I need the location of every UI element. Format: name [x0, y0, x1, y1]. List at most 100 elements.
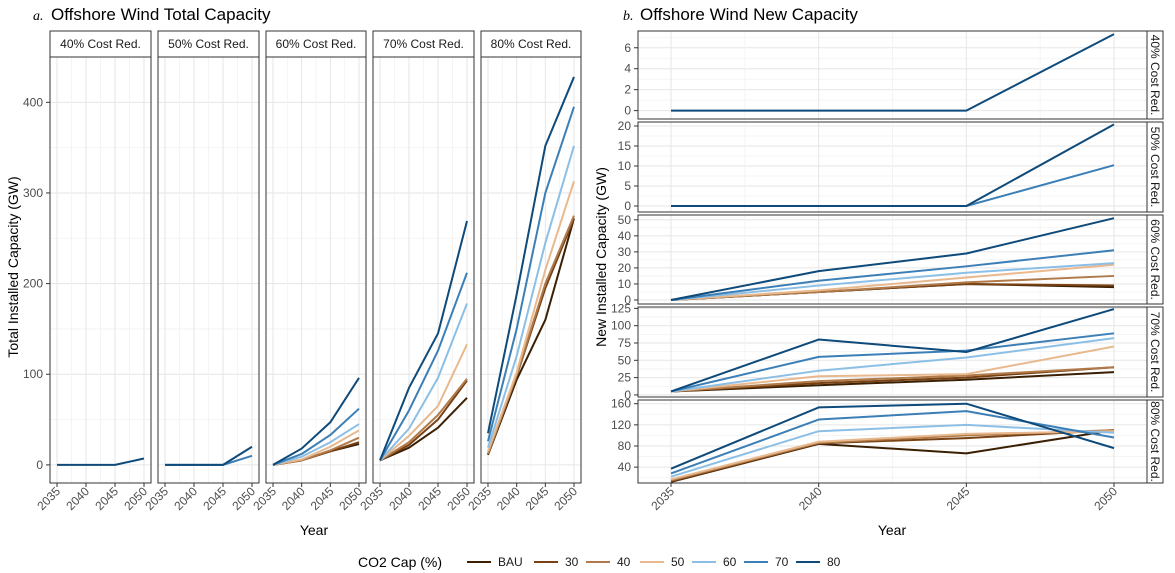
x-tick-label: 2040: [386, 484, 415, 513]
facet-frame: [372, 56, 475, 484]
panel-b-label: b.: [623, 9, 634, 24]
series-line-50: [272, 429, 360, 466]
series-line-80: [57, 457, 145, 466]
panel-a-xlabel: Year: [300, 522, 329, 538]
y-tick-label: 0: [624, 293, 631, 307]
series-line-70: [670, 332, 1115, 393]
legend-title: CO2 Cap (%): [358, 554, 442, 570]
series-line-30: [670, 366, 1115, 393]
series-line-50: [670, 263, 1115, 301]
x-tick-label: 2040: [171, 484, 200, 513]
x-tick-label: 2045: [415, 484, 444, 513]
facet-frame: [157, 56, 260, 484]
panel-b-ylabel: New Installed Capacity (GW): [593, 167, 609, 347]
x-tick-label: 2035: [357, 484, 386, 513]
series-line-40: [379, 378, 468, 462]
series-line-70: [670, 410, 1115, 475]
facet-label: 80% Cost Red.: [1148, 401, 1162, 482]
facet-label: 60% Cost Red.: [276, 37, 357, 51]
y-tick-label: 50: [618, 213, 632, 227]
legend-label-70: 70: [775, 555, 789, 569]
x-tick-label: 2045: [200, 484, 229, 513]
x-tick-label: 2050: [551, 484, 580, 513]
x-tick-label: 2035: [34, 484, 63, 513]
facet-strip: [1146, 30, 1164, 120]
y-tick-label: 6: [624, 41, 631, 55]
x-tick-label: 2035: [142, 484, 171, 513]
series-line-70: [379, 272, 468, 461]
series-line-80: [671, 33, 1115, 112]
series-line-30: [379, 379, 468, 462]
series-line-60: [272, 423, 360, 466]
y-tick-label: 300: [23, 186, 43, 200]
panel-a-label: a.: [33, 9, 44, 24]
legend-label-50: 50: [671, 555, 685, 569]
y-tick-label: 40: [618, 229, 632, 243]
y-tick-label: 0: [624, 388, 631, 402]
y-tick-label: 4: [624, 62, 631, 76]
series-line-80: [487, 76, 575, 434]
series-line-40: [670, 366, 1115, 393]
y-tick-label: 40: [618, 460, 632, 474]
series-line-50: [487, 180, 575, 452]
y-tick-label: 400: [23, 95, 43, 109]
series-line-80: [165, 445, 253, 466]
y-tick-label: 2: [624, 83, 631, 97]
y-tick-label: 100: [611, 319, 631, 333]
facet-frame: [49, 56, 152, 484]
series-line-60: [379, 303, 468, 462]
facet-label: 60% Cost Red.: [1148, 219, 1162, 300]
series-line-50: [670, 345, 1115, 393]
facet-label: 40% Cost Red.: [60, 37, 141, 51]
series-line-80: [379, 220, 468, 461]
facet-label: 40% Cost Red.: [1148, 35, 1162, 116]
x-tick-label: 2050: [1091, 484, 1120, 513]
series-line-70: [670, 249, 1115, 301]
y-tick-label: 75: [618, 336, 632, 350]
x-tick-label: 2045: [523, 484, 552, 513]
series-line-80: [272, 377, 360, 466]
x-tick-label: 2045: [92, 484, 121, 513]
series-line-60: [670, 337, 1115, 393]
facet-strip: [1146, 121, 1164, 213]
y-tick-label: 10: [618, 159, 632, 173]
legend-label-80: 80: [827, 555, 841, 569]
facet-label: 50% Cost Red.: [168, 37, 249, 51]
facet-strip: [1146, 306, 1164, 398]
y-tick-label: 160: [611, 397, 631, 411]
series-line-60: [670, 262, 1115, 301]
series-line-70: [272, 407, 360, 466]
y-tick-label: 10: [618, 277, 632, 291]
x-tick-label: 2040: [796, 484, 825, 513]
x-tick-label: 2035: [648, 484, 677, 513]
y-tick-label: 25: [618, 371, 632, 385]
x-tick-label: 2045: [944, 484, 973, 513]
series-line-60: [487, 145, 575, 448]
x-tick-label: 2035: [465, 484, 494, 513]
y-tick-label: 15: [618, 139, 632, 153]
x-tick-label: 2045: [308, 484, 337, 513]
legend-label-40: 40: [617, 555, 631, 569]
panel-b-title: Offshore Wind New Capacity: [640, 5, 858, 24]
facet-label: 50% Cost Red.: [1148, 127, 1162, 208]
y-tick-label: 20: [618, 119, 632, 133]
y-tick-label: 80: [618, 439, 632, 453]
y-tick-label: 50: [618, 353, 632, 367]
x-tick-label: 2040: [279, 484, 308, 513]
y-tick-label: 20: [618, 261, 632, 275]
series-line-60: [670, 423, 1115, 478]
series-line-80: [670, 308, 1115, 393]
series-line-50: [379, 343, 468, 462]
series-line-50: [670, 430, 1115, 481]
panel-b-xlabel: Year: [878, 522, 907, 538]
facet-strip: [372, 30, 475, 58]
series-line-80: [670, 217, 1115, 301]
y-tick-label: 120: [611, 418, 631, 432]
facet-strip: [265, 30, 367, 58]
panel-a-ylabel: Total Installed Capacity (GW): [5, 176, 21, 357]
x-tick-label: 2040: [494, 484, 523, 513]
y-tick-label: 0: [36, 458, 43, 472]
